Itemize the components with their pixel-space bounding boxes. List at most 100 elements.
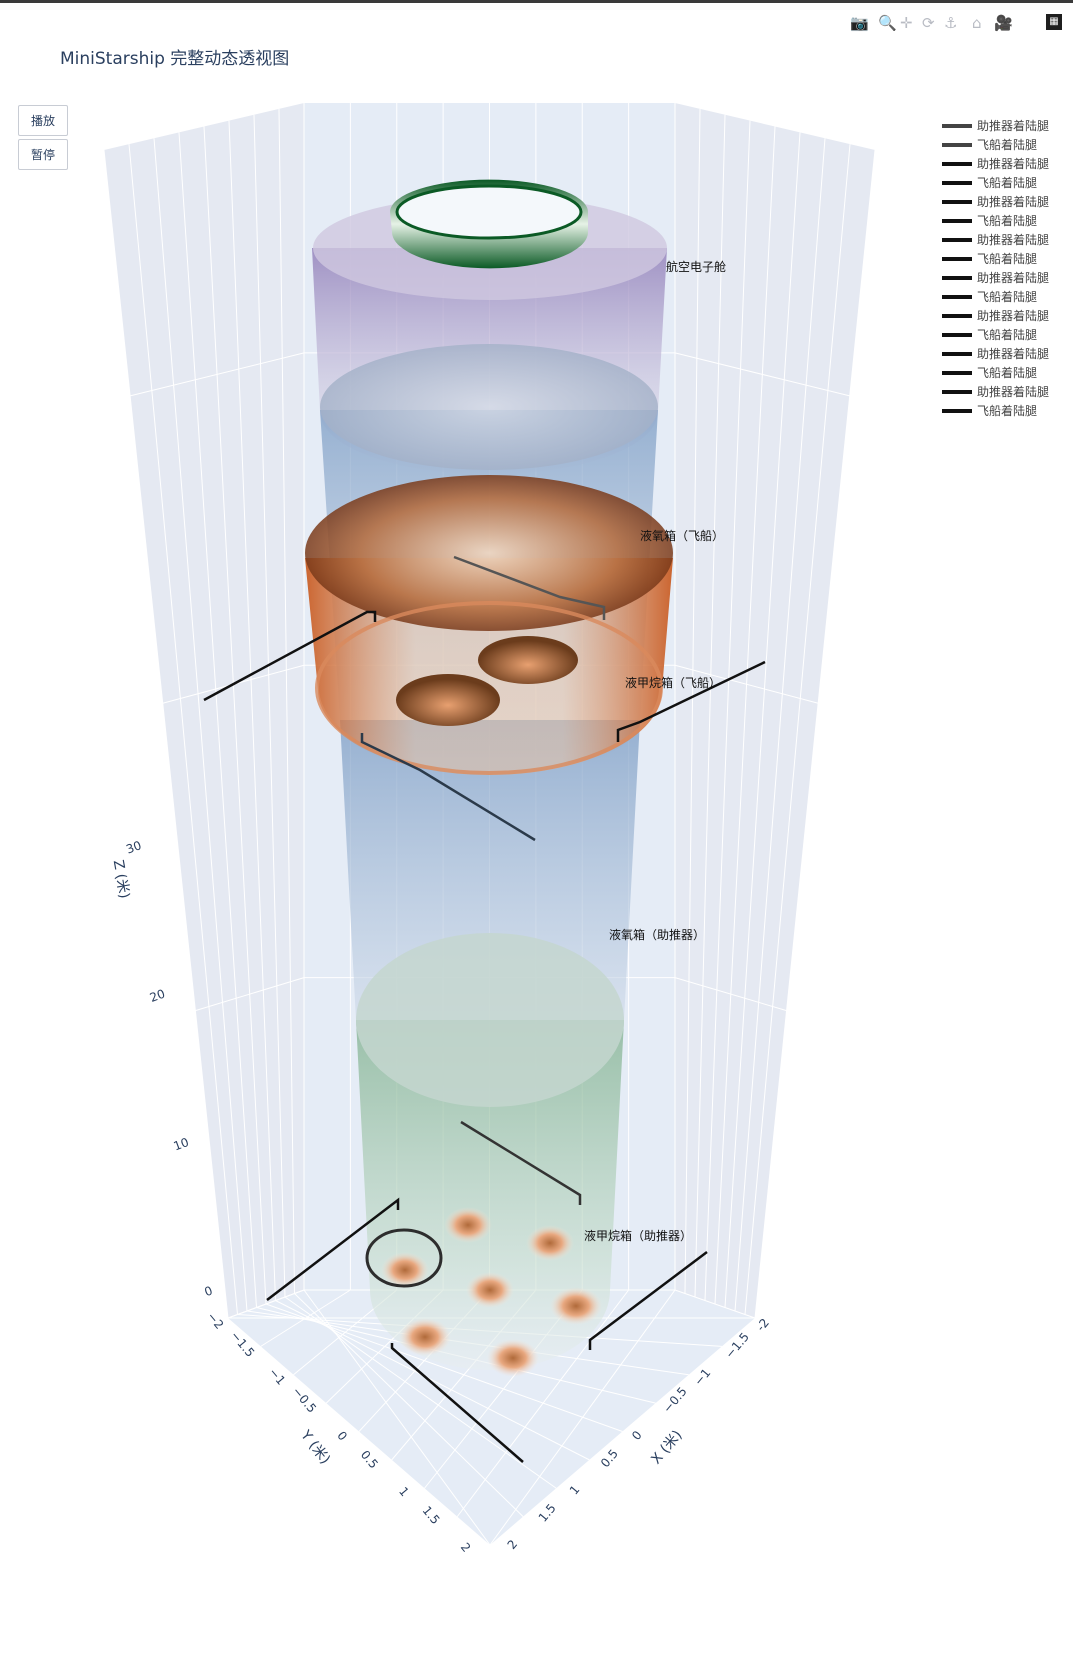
ship-lox-top [305,475,673,631]
engine-cluster [365,1207,602,1377]
orbit-icon[interactable]: ⟳ [922,14,935,32]
label-ship-ch4: 液甲烷箱（飞船） [625,675,721,690]
legend-swatch [942,314,972,318]
ship-dome-2 [478,636,578,684]
nose-ring-top [395,184,583,240]
legend-swatch [942,200,972,204]
label-booster-ch4: 液甲烷箱（助推器） [584,1228,692,1243]
camera-icon[interactable]: 📷 [850,14,869,32]
x-tick-label: 0.5 [598,1447,621,1471]
legend-swatch [942,371,972,375]
plotly-logo-icon[interactable]: ▦ [1046,14,1062,30]
legend-swatch [942,238,972,242]
legend-swatch [942,409,972,413]
grid-line [744,144,851,1315]
grid-line [203,126,267,1305]
legend-label: 助推器着陆腿 [977,119,1050,133]
y-axis-title: Y (米) [297,1427,334,1468]
turntable-icon[interactable]: ⚓ [944,14,958,32]
y-tick-label: 1.5 [420,1503,443,1527]
z-tick-label: 30 [124,838,143,856]
play-button[interactable]: 播放 [18,105,68,136]
label-avionics: 航空电子舱 [666,259,726,274]
reset-camera-icon[interactable]: 🎥 [994,14,1013,32]
y-tick-label: 0 [334,1429,350,1444]
scene-left-wall [104,103,304,1318]
grid-line [265,1303,623,1432]
x-tick-label: 1.5 [536,1501,559,1525]
zoom-icon[interactable]: 🔍 [878,14,897,32]
grid-line [754,149,876,1319]
grid-line [128,144,238,1315]
z-tick-label: 20 [148,987,167,1005]
legend-label: 助推器着陆腿 [977,271,1050,285]
legend-label: 飞船着陆腿 [977,214,1038,228]
legend-label: 飞船着陆腿 [977,328,1038,342]
y-tick-label: −2 [204,1309,226,1332]
grid-line [714,126,776,1305]
legend-label: 助推器着陆腿 [977,385,1050,399]
scene-floor [228,1290,755,1545]
grid-line [674,977,787,1012]
legend-swatch [942,295,972,299]
legend-label: 飞船着陆腿 [977,366,1038,380]
grid-line [456,1289,630,1517]
legend-label: 助推器着陆腿 [977,347,1050,361]
legend-label: 飞船着陆腿 [977,290,1038,304]
grid-line [724,132,801,1308]
legend-label: 助推器着陆腿 [977,233,1050,247]
legend-swatch [942,390,972,394]
x-tick-label: 1 [567,1483,583,1498]
grid-line [734,138,826,1312]
grid-line [253,114,286,1298]
x-tick-label: 0 [629,1428,645,1443]
legend-swatch [942,276,972,280]
window-top-border [0,0,1073,3]
z-tick-label: 10 [172,1135,191,1153]
landing-legs [203,555,766,1463]
ship-lox-rim [315,601,663,775]
legend-label: 飞船着陆腿 [977,138,1038,152]
pan-icon[interactable]: ✛ [900,14,913,32]
pause-button[interactable]: 暂停 [18,139,68,170]
z-axis-title: Z (米) [110,859,133,900]
grid-line [178,132,257,1308]
ship-tank-top [320,344,658,470]
legend-label: 助推器着陆腿 [977,309,1050,323]
grid-line [275,1300,590,1461]
grid-line [228,120,276,1301]
grid-line [129,352,305,397]
label-ship-lox: 液氧箱（飞船） [640,528,724,543]
grid-line [227,1289,305,1319]
grid-line [704,120,751,1301]
grid-line [684,108,701,1294]
x-axis-title: X (米) [648,1427,685,1467]
grid-line [674,664,819,704]
legend-swatch [942,162,972,166]
modebar: 📷 🔍 ✛ ⟳ ⚓ ⌂ 🎥 ▦ [850,14,1065,36]
grid-line [284,1296,557,1489]
x-tick-label: -2 [754,1316,772,1334]
label-booster-lox: 液氧箱（助推器） [609,927,705,942]
grid-line [103,149,229,1319]
legend-label: 飞船着陆腿 [977,252,1038,266]
chart-title: MiniStarship 完整动态透视图 [60,49,290,69]
y-tick-label: 2 [458,1540,474,1555]
legend-label: 助推器着陆腿 [977,157,1050,171]
grid-line [278,108,295,1294]
legend-swatch [942,219,972,223]
booster-ch4-top [356,933,624,1107]
x-tick-label: 2 [505,1537,521,1552]
legend-swatch [942,333,972,337]
legend-swatch [942,181,972,185]
y-tick-label: −1 [266,1365,288,1388]
legend-label: 助推器着陆腿 [977,195,1050,209]
legend-swatch [942,257,972,261]
home-icon[interactable]: ⌂ [972,14,982,32]
legend-label: 飞船着陆腿 [977,176,1038,190]
grid-line [195,977,305,1012]
grid-line [153,138,248,1312]
scene-right-wall [675,103,875,1318]
grid-line [489,1289,676,1546]
